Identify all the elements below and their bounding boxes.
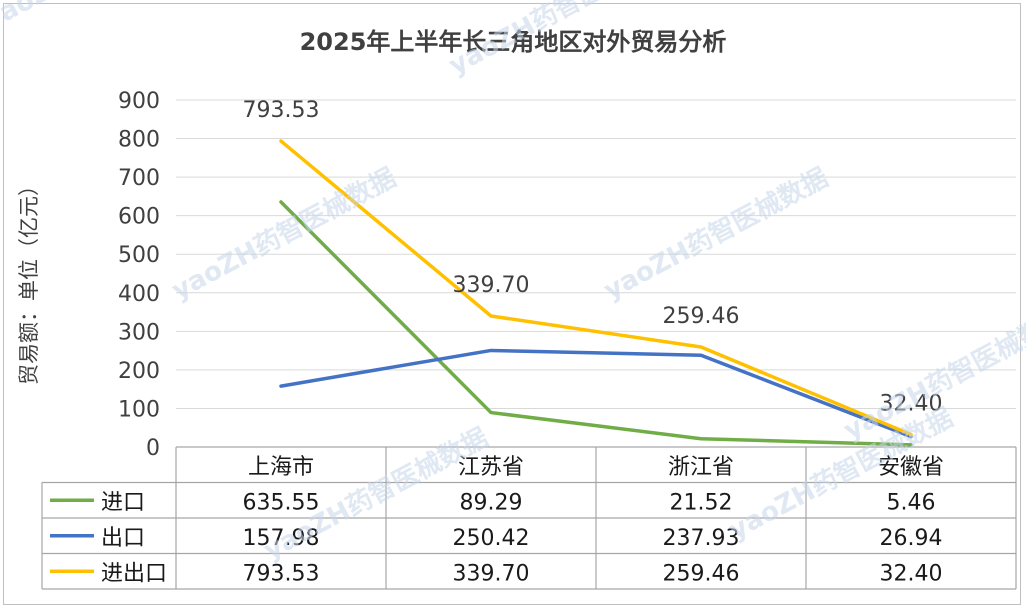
y-tick-label: 400 (118, 282, 160, 307)
table-cell: 21.52 (670, 491, 733, 516)
watermark-text: yaoZH药智医械数据 (0, 0, 213, 36)
data-labels: 793.53 339.70 259.46 32.40 (243, 98, 943, 416)
y-tick-label: 800 (118, 128, 160, 153)
x-category-label: 上海市 (248, 455, 314, 480)
data-label: 32.40 (880, 392, 943, 417)
series-lines (279, 139, 913, 447)
table-cell: 793.53 (243, 562, 320, 587)
chart-title: 2025年上半年长三角地区对外贸易分析 (300, 28, 727, 56)
chart-frame (3, 3, 1021, 605)
table-cell: 339.70 (453, 562, 530, 587)
legend-label: 出口 (101, 526, 145, 551)
data-label: 259.46 (663, 304, 740, 329)
legend-label: 进出口 (101, 562, 167, 587)
watermark-text: yaoZH药智医械数据 (599, 163, 833, 306)
series-line-出口 (279, 348, 913, 439)
table-cell: 32.40 (880, 562, 943, 587)
y-tick-label: 200 (118, 359, 160, 384)
table-cell: 5.46 (887, 491, 936, 516)
y-tick-label: 0 (146, 436, 160, 461)
y-tick-label: 600 (118, 205, 160, 230)
table-cell: 635.55 (243, 491, 320, 516)
series-line-进口 (279, 200, 913, 447)
x-category-label: 江苏省 (458, 455, 524, 480)
y-tick-label: 900 (118, 89, 160, 114)
table-cell: 89.29 (460, 491, 523, 516)
table-cell: 26.94 (880, 526, 943, 551)
y-axis-label: 贸易额：单位（亿元） (17, 175, 41, 385)
legend-label: 进口 (101, 491, 145, 516)
watermark-text: yaoZH药智医械数据 (167, 163, 401, 306)
y-tick-label: 700 (118, 166, 160, 191)
series-line-进出口 (279, 139, 913, 437)
table-cell: 259.46 (663, 562, 740, 587)
x-category-label: 浙江省 (668, 455, 734, 480)
x-category-label: 安徽省 (878, 455, 944, 480)
y-tick-label: 100 (118, 397, 160, 422)
y-tick-labels: 0 100 200 300 400 500 600 700 800 900 (118, 89, 160, 461)
table-cell: 250.42 (453, 526, 530, 551)
data-label: 793.53 (243, 98, 320, 123)
y-tick-label: 500 (118, 243, 160, 268)
data-label: 339.70 (453, 273, 530, 298)
y-tick-label: 300 (118, 320, 160, 345)
table-cell: 157.98 (243, 526, 320, 551)
table-cell: 237.93 (663, 526, 740, 551)
